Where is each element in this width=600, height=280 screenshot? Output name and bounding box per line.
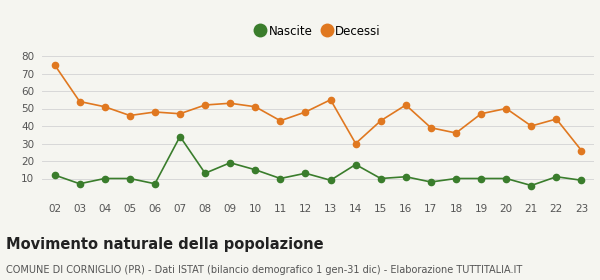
Legend: Nascite, Decessi: Nascite, Decessi xyxy=(251,20,385,42)
Text: Movimento naturale della popolazione: Movimento naturale della popolazione xyxy=(6,237,323,252)
Text: COMUNE DI CORNIGLIO (PR) - Dati ISTAT (bilancio demografico 1 gen-31 dic) - Elab: COMUNE DI CORNIGLIO (PR) - Dati ISTAT (b… xyxy=(6,265,522,275)
